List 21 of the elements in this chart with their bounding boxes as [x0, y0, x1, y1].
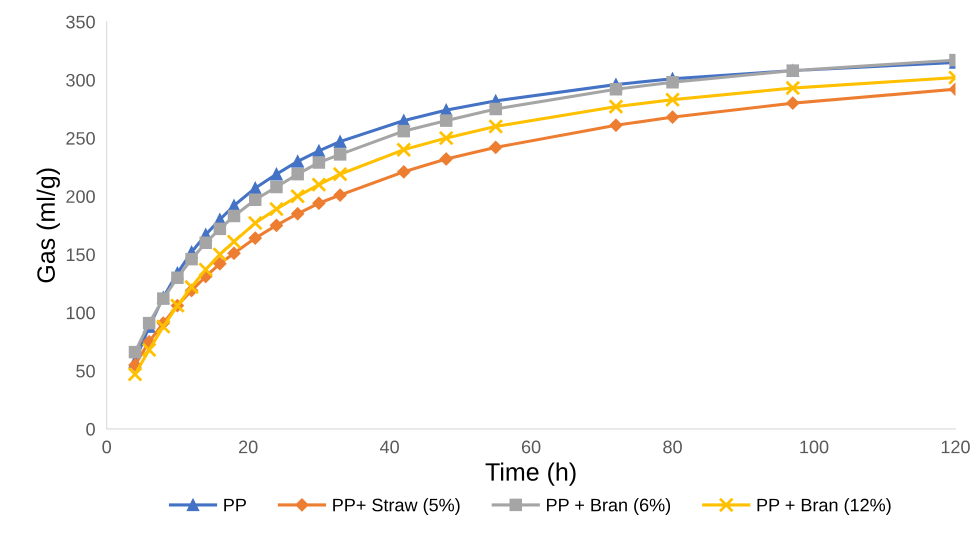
x-tick-label: 40 — [380, 440, 399, 454]
legend-label: PP + Bran (6%) — [547, 498, 670, 515]
y-tick-label: 100 — [66, 306, 95, 320]
y-tick-label: 50 — [76, 364, 95, 378]
y-tick-label: 350 — [66, 16, 95, 28]
x-axis-title: Time (h) — [486, 462, 576, 486]
y-axis-title: Gas (ml/g) — [36, 168, 60, 282]
legend-label: PP + Bran (12%) — [758, 498, 891, 515]
y-tick-label: 0 — [86, 422, 95, 436]
y-tick-label: 200 — [66, 190, 95, 203]
x-tick-label: 60 — [522, 440, 540, 454]
y-tick-label: 250 — [66, 132, 95, 145]
x-tick-label: 80 — [663, 440, 682, 454]
x-tick-label: 100 — [800, 440, 828, 454]
x-tick-label: 20 — [239, 440, 258, 454]
legend-label: PP+ Straw (5%) — [333, 498, 460, 515]
y-tick-label: 300 — [66, 74, 95, 87]
x-tick-label: 0 — [102, 440, 112, 454]
x-tick-label: 120 — [942, 440, 970, 454]
legend-label: PP — [224, 498, 246, 512]
y-tick-label: 150 — [66, 248, 95, 262]
